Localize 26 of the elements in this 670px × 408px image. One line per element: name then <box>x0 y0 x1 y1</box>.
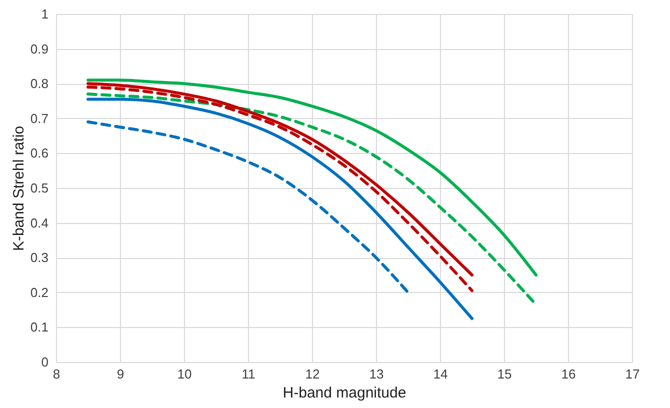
x-axis-title: H-band magnitude <box>282 384 406 402</box>
y-tick-label: 0.1 <box>30 320 48 335</box>
line-series <box>86 120 410 294</box>
y-tick-label: 0.6 <box>30 146 48 161</box>
x-tick-label: 11 <box>242 366 256 382</box>
y-tick-label: 0.4 <box>30 215 48 230</box>
x-tick-label: 9 <box>116 366 124 382</box>
y-tick-label: 0.7 <box>30 110 48 126</box>
x-tick-label: 16 <box>561 366 576 382</box>
x-tick-label: 17 <box>625 366 640 382</box>
line-series <box>86 98 474 320</box>
x-tick-label: 14 <box>433 366 448 382</box>
y-tick-label: 0.8 <box>30 76 48 92</box>
y-tick-label: 0.2 <box>30 284 48 300</box>
x-tick-label: 12 <box>305 366 320 382</box>
x-tick-label: 13 <box>369 366 384 382</box>
y-tick-label: 0 <box>41 354 48 370</box>
y-axis-title: K-band Strehl ratio <box>10 126 28 252</box>
y-tick-label: 0.9 <box>30 41 48 56</box>
y-tick-label: 0.3 <box>30 250 48 266</box>
y-tick-label: 1 <box>41 6 48 22</box>
x-tick-label: 10 <box>177 366 192 382</box>
x-tick-label: 8 <box>52 366 60 382</box>
x-tick-label: 15 <box>497 366 512 382</box>
line-series <box>86 78 538 276</box>
y-tick-label: 0.5 <box>30 180 48 196</box>
